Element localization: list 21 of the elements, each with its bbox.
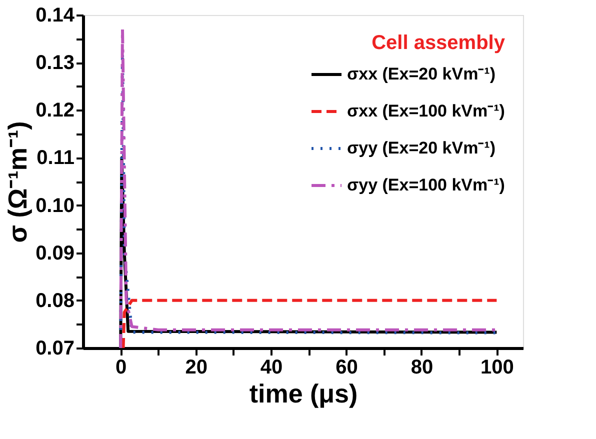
legend-label: σxx (Ex=20 kVm⁻¹) (347, 64, 496, 84)
x-tick-label: 60 (336, 356, 358, 378)
x-tick-label: 0 (116, 356, 127, 378)
y-tick-label: 0.07 (36, 338, 74, 360)
y-tick-label: 0.08 (36, 290, 74, 312)
y-axis-title: σ (Ω⁻¹m⁻¹) (2, 121, 33, 243)
x-axis-title: time (μs) (249, 378, 358, 408)
legend-label: σxx (Ex=100 kVm⁻¹) (347, 102, 505, 120)
x-tick-label: 40 (260, 356, 283, 378)
legend-label: σyy (Ex=20 kVm⁻¹) (347, 138, 496, 158)
y-tick-label: 0.11 (36, 147, 74, 170)
y-tick-label: 0.12 (36, 100, 74, 122)
y-tick-label: 0.14 (36, 4, 76, 26)
x-tick-label: 20 (185, 356, 208, 378)
y-tick-label: 0.13 (36, 52, 74, 74)
legend-title: Cell assembly (372, 32, 506, 54)
y-tick-label: 0.10 (36, 194, 74, 217)
x-tick-label: 80 (410, 356, 434, 378)
x-tick-label: 100 (480, 356, 514, 378)
y-tick-label: 0.09 (36, 242, 74, 264)
legend-label: σyy (Ex=100 kVm⁻¹) (347, 176, 505, 194)
